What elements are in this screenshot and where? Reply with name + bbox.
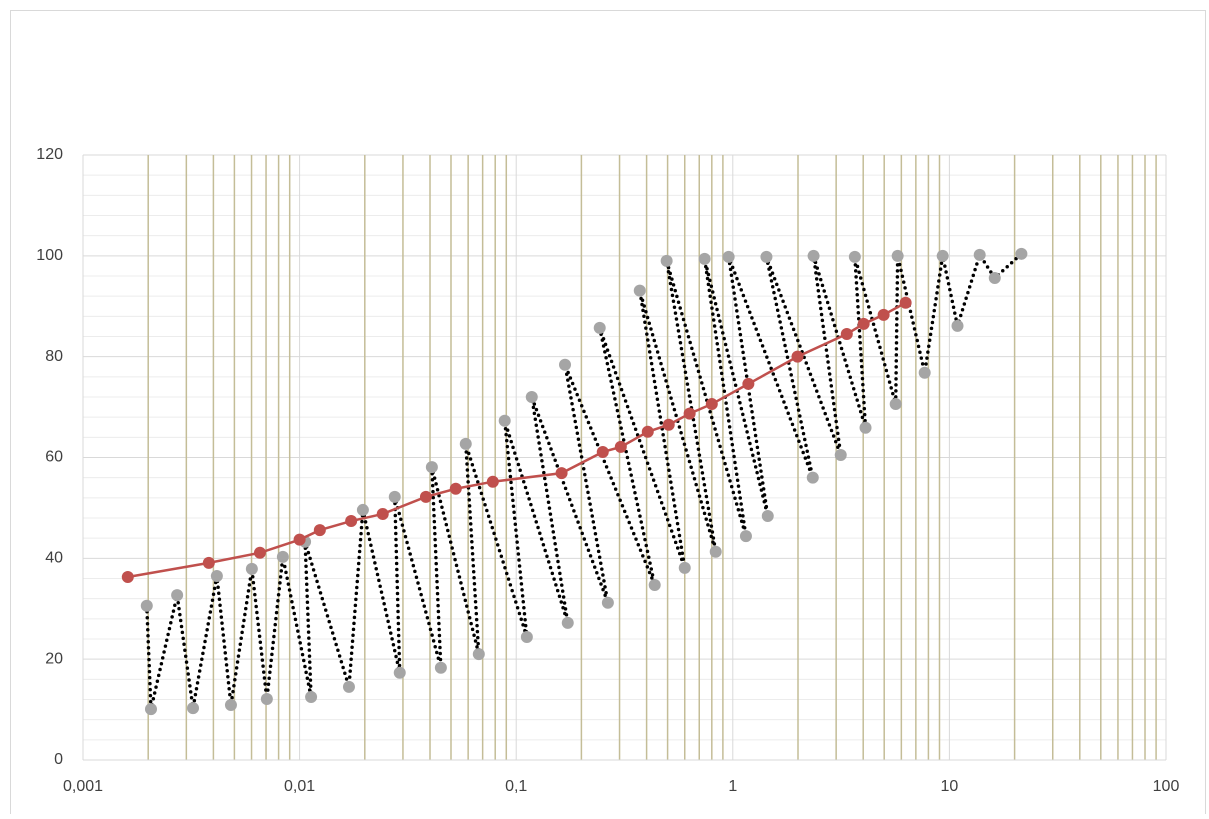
marker bbox=[434, 661, 447, 674]
marker bbox=[253, 546, 266, 559]
y-tick-label: 80 bbox=[45, 348, 63, 365]
marker bbox=[739, 530, 752, 543]
marker bbox=[276, 550, 289, 563]
marker bbox=[633, 284, 646, 297]
y-tick-label: 0 bbox=[54, 751, 63, 768]
marker bbox=[313, 524, 326, 537]
x-tick-label: 100 bbox=[1153, 778, 1180, 795]
marker bbox=[393, 666, 406, 679]
marker bbox=[345, 515, 358, 528]
marker bbox=[859, 421, 872, 434]
marker bbox=[614, 440, 627, 453]
marker bbox=[840, 327, 853, 340]
marker bbox=[210, 569, 223, 582]
marker bbox=[641, 425, 654, 438]
y-tick-label: 120 bbox=[36, 146, 63, 163]
marker bbox=[918, 366, 931, 379]
marker bbox=[459, 437, 472, 450]
marker bbox=[419, 490, 432, 503]
marker bbox=[525, 391, 538, 403]
x-tick-label: 0,001 bbox=[63, 778, 103, 795]
marker bbox=[806, 471, 819, 484]
marker bbox=[834, 448, 847, 461]
marker bbox=[988, 272, 1001, 285]
x-tick-label: 10 bbox=[941, 778, 959, 795]
marker bbox=[121, 570, 134, 583]
marker bbox=[742, 377, 755, 390]
marker bbox=[555, 467, 568, 480]
marker bbox=[140, 599, 153, 612]
marker bbox=[376, 507, 389, 520]
marker bbox=[722, 250, 735, 263]
marker bbox=[601, 596, 614, 609]
marker bbox=[848, 250, 861, 263]
marker bbox=[293, 533, 306, 546]
marker bbox=[305, 690, 318, 703]
y-tick-label: 40 bbox=[45, 550, 63, 567]
marker bbox=[891, 249, 904, 262]
marker bbox=[202, 556, 215, 569]
marker bbox=[171, 589, 184, 602]
y-tick-label: 100 bbox=[36, 247, 63, 264]
marker bbox=[356, 503, 369, 516]
marker bbox=[342, 680, 355, 693]
x-tick-label: 0,1 bbox=[505, 778, 527, 795]
marker bbox=[709, 545, 722, 558]
marker bbox=[520, 630, 533, 643]
marker bbox=[260, 692, 273, 705]
marker bbox=[678, 561, 691, 574]
marker bbox=[761, 509, 774, 522]
x-tick-label: 1 bbox=[728, 778, 737, 795]
marker bbox=[877, 308, 890, 321]
marker bbox=[187, 702, 200, 715]
marker bbox=[698, 252, 711, 265]
marker bbox=[425, 461, 438, 474]
marker bbox=[388, 490, 401, 503]
marker bbox=[889, 398, 902, 411]
marker bbox=[951, 319, 964, 332]
marker bbox=[144, 703, 157, 716]
y-tick-label: 20 bbox=[45, 650, 63, 667]
x-tick-label: 0,01 bbox=[284, 778, 315, 795]
marker bbox=[486, 475, 499, 488]
marker bbox=[559, 358, 572, 371]
marker bbox=[936, 249, 949, 262]
marker bbox=[472, 648, 485, 661]
marker bbox=[683, 407, 696, 420]
marker bbox=[760, 250, 773, 263]
marker bbox=[662, 418, 675, 431]
marker bbox=[973, 248, 986, 261]
marker bbox=[498, 414, 511, 427]
marker bbox=[660, 254, 673, 267]
marker bbox=[899, 296, 912, 309]
marker bbox=[596, 445, 609, 458]
marker bbox=[1015, 247, 1028, 260]
marker bbox=[224, 699, 237, 712]
marker bbox=[648, 579, 661, 592]
marker bbox=[449, 482, 462, 495]
marker bbox=[705, 398, 718, 411]
marker bbox=[857, 317, 870, 330]
marker bbox=[245, 562, 258, 575]
chart-area bbox=[10, 10, 1206, 819]
marker bbox=[791, 350, 804, 363]
marker bbox=[561, 616, 574, 629]
y-tick-label: 60 bbox=[45, 449, 63, 466]
marker bbox=[593, 321, 606, 334]
marker bbox=[807, 249, 820, 262]
